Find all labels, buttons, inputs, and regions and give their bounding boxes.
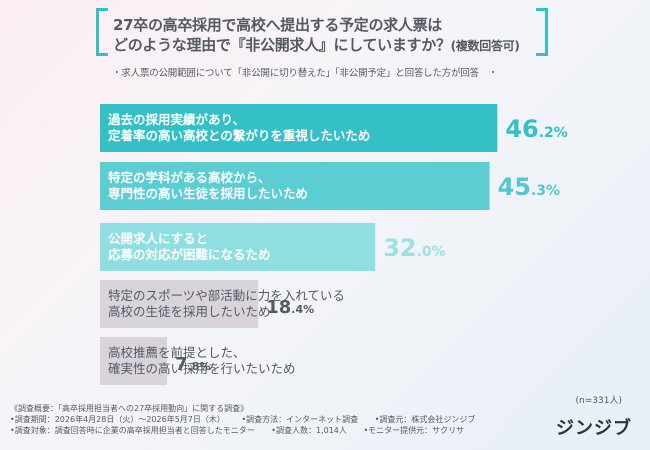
bar-4-label-line-1: 特定のスポーツや部活動に力を入れている — [108, 288, 345, 303]
bar-2-label-line-2: 専門性の高い生徒を採用したいため — [108, 186, 308, 201]
footer-line-1: 《調査概要：「高卒採用担当者への27卒採用動向」に関する調査》 — [10, 404, 249, 413]
footer-source: •調査元：株式会社ジンジブ — [374, 414, 476, 424]
bar-4-value-label: 18.4% — [266, 297, 314, 318]
company-logo: ジンジブ — [556, 418, 632, 439]
bar-2-value-label: 45.3% — [498, 173, 560, 201]
footer-line-3: •調査対象：調査回答時に企業の高卒採用担当者と回答したモニター •調査人数：1,… — [10, 426, 489, 437]
chart-title-line-2-text: どのような理由で『非公開求人』にしていますか？ — [113, 36, 451, 54]
bar-5 — [100, 337, 168, 385]
bar-4-label-line-2: 高校の生徒を採用したいため — [108, 304, 271, 319]
footer-method: •調査方法：インターネット調査 — [241, 414, 359, 424]
bar-chart: 過去の採用実績があり、定着率の高い高校との繋がりを重視したいため 46.2% 特定の… — [100, 104, 568, 385]
chart-subtitle: ・求人票の公開範囲について「非公開に切り替えた」「非公開予定」と回答した方が回答… — [112, 68, 498, 79]
bar-4 — [100, 280, 259, 328]
survey-footer: 《調査概要：「高卒採用担当者への27卒採用動向」に関する調査》 •調査期間：20… — [10, 404, 489, 436]
bar-5-label-line-1: 高校推薦を前提とした、 — [108, 345, 246, 360]
bar-2 — [100, 162, 490, 210]
bar-3-label-line-1: 公開求人にすると — [108, 231, 208, 246]
bar-1-label-line-1: 過去の採用実績があり、 — [107, 112, 245, 127]
footer-provider: •モニター提供元：サクリサ — [363, 425, 465, 435]
title-box-corner — [536, 53, 548, 56]
footer-count: •調査人数：1,014人 — [271, 425, 347, 435]
title-box: 27卒の高卒採用で高校へ提出する予定の求人票は どのような理由で『非公開求人』に… — [96, 8, 548, 56]
bar-3-value-label: 32.0% — [383, 234, 446, 262]
chart-title-line-2: どのような理由で『非公開求人』にしていますか？(複数回答可) — [113, 34, 535, 55]
bar-1-value-label: 46.2% — [505, 115, 568, 143]
bar-1-label-line-2: 定着率の高い高校との繋がりを重視したいため — [107, 128, 370, 143]
sample-size-note: (n=331人) — [575, 396, 622, 406]
bar-2-label-line-1: 特定の学科がある高校から、 — [108, 170, 271, 185]
bar-3 — [100, 223, 376, 271]
chart-title-note: (複数回答可) — [450, 39, 520, 53]
footer-target: •調査対象：調査回答時に企業の高卒採用担当者と回答したモニター — [10, 425, 255, 435]
footer-line-2: •調査期間：2026年4月28日（火）～2026年5月7日（木） •調査方法：イ… — [10, 415, 489, 426]
bar-5-label-line-2: 確実性の高い採用を行いたいため — [108, 361, 296, 376]
title-box-corner — [536, 8, 548, 11]
footer-period: •調査期間：2026年4月28日（火）～2026年5月7日（木） — [10, 414, 225, 424]
bar-3-label-line-2: 応募の対応が困難になるため — [108, 247, 271, 262]
chart-title-line-1: 27卒の高卒採用で高校へ提出する予定の求人票は — [113, 16, 442, 34]
bar-1 — [100, 104, 498, 152]
bar-5-value-label: 7.8% — [175, 354, 210, 375]
